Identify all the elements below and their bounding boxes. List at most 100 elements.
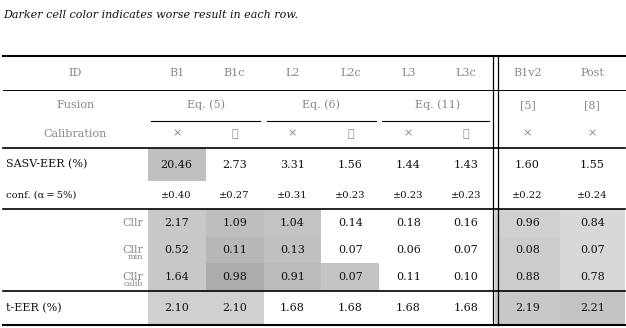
Text: t-EER (%): t-EER (%) — [6, 303, 61, 313]
Text: 2.19: 2.19 — [515, 303, 540, 313]
Text: ✓: ✓ — [463, 129, 470, 139]
Text: ×: × — [288, 129, 297, 139]
Bar — [148, 209, 206, 237]
Text: ±0.27: ±0.27 — [219, 191, 250, 200]
Text: Eq. (11): Eq. (11) — [414, 100, 459, 110]
Text: L3c: L3c — [456, 68, 476, 78]
Bar — [560, 291, 625, 325]
Text: ±0.23: ±0.23 — [393, 191, 423, 200]
Text: ±0.22: ±0.22 — [512, 191, 543, 200]
Bar — [264, 263, 321, 291]
Text: 0.07: 0.07 — [454, 245, 478, 255]
Text: 0.88: 0.88 — [515, 272, 540, 282]
Text: Darker cell color indicates worse result in each row.: Darker cell color indicates worse result… — [3, 10, 298, 20]
Text: 1.44: 1.44 — [396, 159, 421, 170]
Text: B1c: B1c — [224, 68, 245, 78]
Text: 0.52: 0.52 — [164, 245, 189, 255]
Text: 0.84: 0.84 — [580, 218, 605, 228]
Text: 0.16: 0.16 — [454, 218, 478, 228]
Text: Cllr: Cllr — [122, 218, 143, 228]
Text: ±0.31: ±0.31 — [277, 191, 308, 200]
Text: 0.07: 0.07 — [338, 272, 362, 282]
Text: Fusion: Fusion — [56, 100, 95, 110]
Text: 0.07: 0.07 — [580, 245, 605, 255]
Text: ×: × — [404, 129, 413, 139]
Text: SASV-EER (%): SASV-EER (%) — [6, 159, 87, 170]
Text: 1.04: 1.04 — [280, 218, 305, 228]
Text: conf. (α = 5%): conf. (α = 5%) — [6, 191, 76, 200]
Text: ±0.23: ±0.23 — [335, 191, 366, 200]
Text: 0.13: 0.13 — [280, 245, 305, 255]
Bar — [148, 148, 206, 181]
Text: 1.60: 1.60 — [515, 159, 540, 170]
Text: 2.73: 2.73 — [222, 159, 247, 170]
Text: 0.11: 0.11 — [222, 245, 247, 255]
Text: B1: B1 — [169, 68, 185, 78]
Text: L2: L2 — [285, 68, 300, 78]
Text: 1.68: 1.68 — [280, 303, 305, 313]
Text: 0.10: 0.10 — [454, 272, 478, 282]
Bar — [206, 263, 264, 291]
Text: [5]: [5] — [520, 100, 535, 110]
Text: ×: × — [588, 129, 597, 139]
Text: min: min — [127, 253, 143, 261]
Text: L3: L3 — [401, 68, 416, 78]
Bar — [560, 237, 625, 263]
Text: [8]: [8] — [585, 100, 600, 110]
Text: 0.08: 0.08 — [515, 245, 540, 255]
Bar — [148, 291, 206, 325]
Bar — [206, 291, 264, 325]
Bar — [560, 263, 625, 291]
Text: Calibration: Calibration — [44, 129, 107, 139]
Text: 2.21: 2.21 — [580, 303, 605, 313]
Text: 0.18: 0.18 — [396, 218, 421, 228]
Text: 0.14: 0.14 — [338, 218, 363, 228]
Bar — [495, 237, 560, 263]
Text: 1.64: 1.64 — [164, 272, 189, 282]
Text: 0.06: 0.06 — [396, 245, 421, 255]
Text: 1.68: 1.68 — [454, 303, 478, 313]
Text: Eq. (6): Eq. (6) — [302, 100, 341, 110]
Text: ±0.24: ±0.24 — [577, 191, 608, 200]
Text: 0.78: 0.78 — [580, 272, 605, 282]
Bar — [148, 263, 206, 291]
Text: 1.55: 1.55 — [580, 159, 605, 170]
Text: ±0.23: ±0.23 — [451, 191, 481, 200]
Text: 1.43: 1.43 — [454, 159, 478, 170]
Bar — [206, 209, 264, 237]
Text: 2.10: 2.10 — [164, 303, 189, 313]
Text: ID: ID — [69, 68, 82, 78]
Text: ×: × — [523, 129, 532, 139]
Text: 1.68: 1.68 — [338, 303, 363, 313]
Text: ✓: ✓ — [347, 129, 354, 139]
Text: 0.96: 0.96 — [515, 218, 540, 228]
Bar — [321, 263, 379, 291]
Text: L2c: L2c — [340, 68, 361, 78]
Text: ±0.40: ±0.40 — [162, 191, 192, 200]
Text: calib: calib — [123, 280, 143, 288]
Text: Cllr: Cllr — [122, 272, 143, 282]
Text: 20.46: 20.46 — [161, 159, 193, 170]
Text: 0.07: 0.07 — [338, 245, 362, 255]
Text: 2.10: 2.10 — [222, 303, 247, 313]
Text: 0.11: 0.11 — [396, 272, 421, 282]
Text: B1v2: B1v2 — [513, 68, 541, 78]
Text: 2.17: 2.17 — [165, 218, 189, 228]
Text: 0.91: 0.91 — [280, 272, 305, 282]
Bar — [148, 237, 206, 263]
Bar — [495, 291, 560, 325]
Bar — [264, 237, 321, 263]
Bar — [495, 209, 560, 237]
Text: 1.09: 1.09 — [222, 218, 247, 228]
Bar — [495, 263, 560, 291]
Text: Eq. (5): Eq. (5) — [187, 100, 225, 110]
Text: Post: Post — [580, 68, 604, 78]
Text: 1.56: 1.56 — [338, 159, 363, 170]
Bar — [206, 237, 264, 263]
Text: 0.98: 0.98 — [222, 272, 247, 282]
Text: ✓: ✓ — [231, 129, 238, 139]
Bar — [264, 209, 321, 237]
Text: 1.68: 1.68 — [396, 303, 421, 313]
Text: 3.31: 3.31 — [280, 159, 305, 170]
Bar — [560, 209, 625, 237]
